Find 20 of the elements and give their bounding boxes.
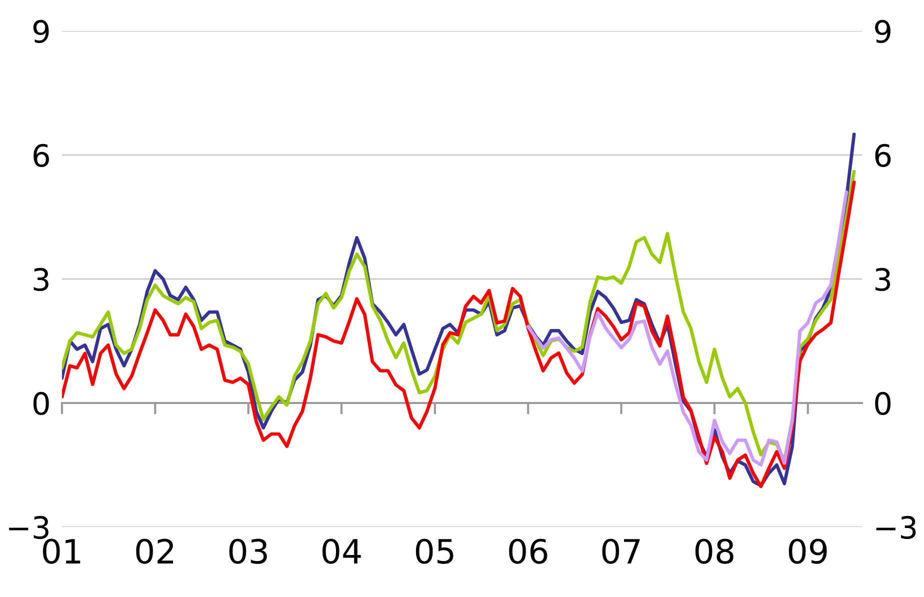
x-tick-label: 04 bbox=[322, 538, 361, 564]
x-tick-label: 08 bbox=[695, 538, 734, 564]
x-tick-label: 07 bbox=[602, 538, 640, 564]
y-tick-label: −3 bbox=[9, 516, 48, 540]
y2-tick-label: 3 bbox=[875, 268, 890, 292]
x-tick-label: 02 bbox=[136, 538, 174, 564]
line-series bbox=[526, 190, 848, 467]
x-tick-label: 05 bbox=[416, 538, 454, 564]
y2-tick-label: −3 bbox=[876, 516, 916, 540]
y-tick-label: 3 bbox=[34, 268, 48, 292]
y-tick-label: 6 bbox=[34, 144, 49, 168]
x-tick-label: 01 bbox=[42, 538, 80, 564]
x-tick-label: 09 bbox=[788, 538, 827, 564]
y-tick-label: 9 bbox=[33, 20, 49, 44]
x-tick-label: 06 bbox=[509, 538, 548, 564]
y-tick-label: 0 bbox=[33, 392, 49, 416]
y2-tick-label: 6 bbox=[875, 144, 891, 168]
y2-tick-label: 0 bbox=[875, 392, 891, 416]
y2-tick-label: 9 bbox=[875, 20, 890, 44]
x-tick-label: 03 bbox=[229, 538, 267, 564]
